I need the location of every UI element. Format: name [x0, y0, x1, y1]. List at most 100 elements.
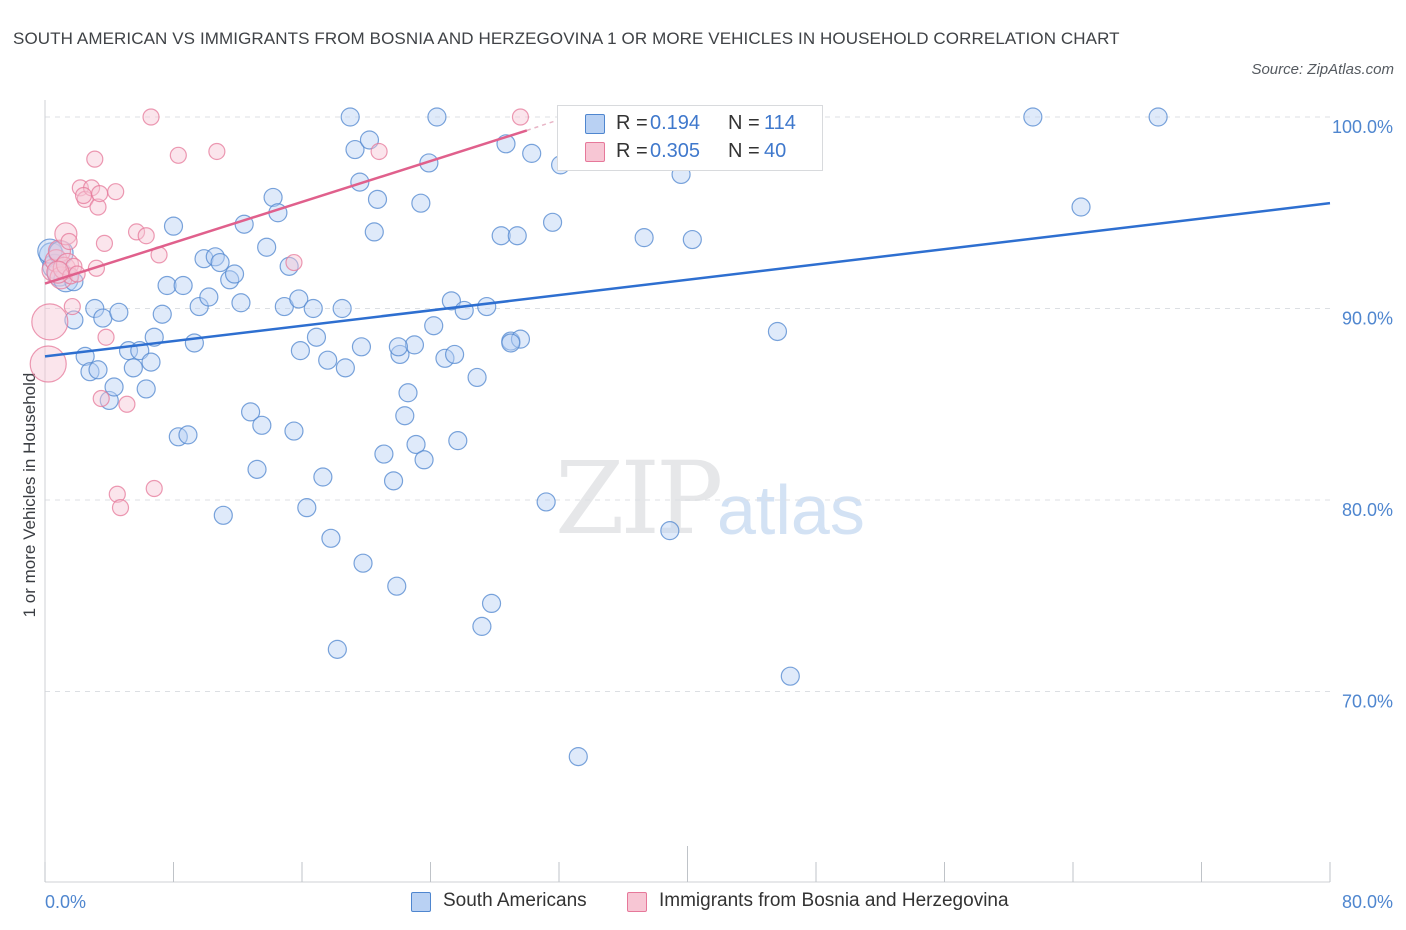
data-point [60, 232, 78, 251]
legend-row-south-americans: R = 0.194 N = 114 [558, 110, 822, 138]
legend-swatch-blue [411, 892, 431, 912]
data-point [419, 153, 439, 173]
data-point [80, 362, 100, 382]
data-point [351, 337, 372, 357]
legend-r-value: 0.305 [650, 140, 701, 162]
data-point [536, 492, 556, 512]
data-point [477, 296, 497, 317]
data-point [367, 189, 388, 209]
data-point [481, 593, 502, 614]
data-point [142, 108, 160, 126]
data-point [424, 316, 444, 336]
gridlines [45, 116, 1330, 692]
legend-n-label: N = [728, 140, 760, 162]
data-point [682, 229, 702, 250]
data-point [31, 303, 69, 341]
data-point [364, 222, 384, 242]
data-point [306, 327, 327, 347]
data-point [257, 237, 277, 257]
y-tick-label: 100.0% [1332, 117, 1393, 137]
chart-source: Source: ZipAtlas.com [1251, 61, 1394, 78]
data-point [178, 425, 198, 445]
data-point [780, 666, 800, 686]
data-point [444, 344, 465, 365]
data-point [327, 639, 347, 659]
legend-swatch-pink [585, 142, 605, 162]
legend-r-label: R = [616, 112, 648, 134]
data-point [411, 193, 431, 213]
data-point [511, 108, 530, 126]
data-point [241, 402, 261, 422]
data-point [350, 172, 370, 192]
data-point [108, 485, 126, 503]
data-point [404, 335, 425, 355]
series-south-americans [37, 107, 1168, 767]
data-point [1071, 197, 1091, 217]
stats-legend: R = 0.194 N = 114 R = 0.305 N = 40 [557, 105, 823, 171]
data-point [169, 146, 187, 164]
data-point [467, 367, 487, 388]
data-point [104, 377, 124, 397]
data-point [398, 383, 418, 403]
data-point [370, 142, 388, 161]
legend-n-value: 40 [764, 140, 787, 162]
data-point [127, 223, 146, 241]
data-point [224, 264, 245, 284]
data-point [137, 227, 155, 245]
data-point [289, 289, 309, 309]
data-point [107, 183, 125, 201]
data-point [395, 406, 415, 426]
data-point [231, 293, 251, 313]
data-point [111, 499, 130, 517]
data-point [767, 321, 788, 342]
legend-n-label: N = [728, 112, 760, 134]
data-point [247, 459, 267, 479]
data-point [109, 302, 129, 322]
data-point [208, 142, 226, 161]
data-point [89, 198, 107, 216]
trend-line-south-americans [44, 201, 1331, 358]
data-point [1148, 107, 1168, 127]
data-point [427, 107, 447, 127]
data-point [340, 107, 360, 127]
data-point [435, 348, 455, 368]
data-point [345, 139, 365, 160]
data-point [263, 187, 283, 208]
data-point [123, 358, 143, 378]
data-point [335, 358, 355, 378]
data-point [118, 395, 136, 413]
legend-row-immigrants-bosnia: R = 0.305 N = 40 [558, 138, 822, 166]
chart-title: SOUTH AMERICAN VS IMMIGRANTS FROM BOSNIA… [13, 29, 1120, 48]
data-point [387, 576, 407, 596]
data-point [297, 498, 317, 518]
data-point [501, 333, 521, 353]
x-tick-label: 0.0% [45, 892, 86, 912]
data-point [507, 226, 527, 246]
data-point [29, 345, 67, 383]
data-point [47, 239, 72, 263]
data-point [157, 275, 177, 296]
data-point [1023, 107, 1043, 127]
data-point [660, 521, 680, 541]
data-point [63, 297, 81, 316]
data-point [284, 421, 304, 441]
data-point [213, 505, 233, 525]
data-point [97, 328, 115, 346]
data-point [332, 298, 352, 319]
data-point [168, 427, 188, 447]
data-point [285, 253, 303, 272]
data-point [388, 337, 408, 357]
data-point [313, 467, 333, 487]
data-point [390, 344, 410, 365]
data-point [542, 212, 563, 232]
data-point [136, 379, 156, 399]
data-point [359, 130, 380, 150]
legend-label: Immigrants from Bosnia and Herzegovina [659, 890, 1009, 911]
data-point [141, 352, 161, 372]
data-point [472, 616, 492, 636]
data-point [568, 747, 588, 767]
data-point [414, 450, 434, 470]
data-point [383, 471, 404, 491]
legend-n-value: 114 [764, 112, 796, 134]
